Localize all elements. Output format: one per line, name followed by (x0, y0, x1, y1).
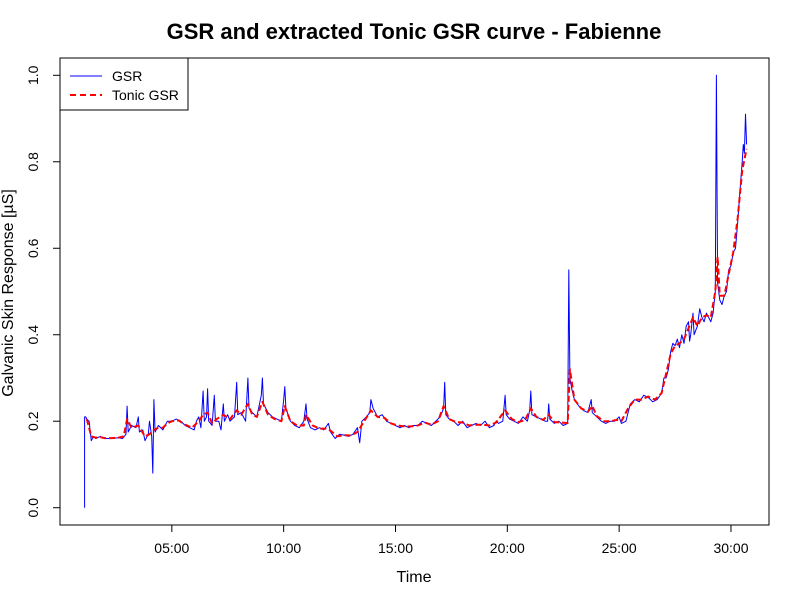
legend-box (59, 57, 189, 111)
x-tick-label-3: 20:00 (490, 540, 525, 556)
x-tick-label-0: 05:00 (154, 540, 189, 556)
plot-area (84, 74, 748, 508)
legend-label-tonic: Tonic GSR (112, 87, 179, 103)
plot-frame (59, 57, 770, 526)
y-tick-label-4: 0.8 (25, 152, 41, 172)
legend: GSR Tonic GSR (59, 57, 189, 111)
y-axis: 0.0 0.2 0.4 0.6 0.8 1.0 (25, 65, 60, 517)
x-tick-label-4: 25:00 (602, 540, 637, 556)
legend-label-gsr: GSR (112, 68, 142, 84)
chart-title: GSR and extracted Tonic GSR curve - Fabi… (167, 19, 662, 44)
y-tick-label-1: 0.2 (25, 411, 41, 431)
series-line-tonic-gsr (85, 148, 748, 440)
x-tick-label-1: 10:00 (266, 540, 301, 556)
y-tick-label-0: 0.0 (25, 498, 41, 518)
x-tick-label-2: 15:00 (378, 540, 413, 556)
x-tick-label-5: 30:00 (713, 540, 748, 556)
x-axis: 05:00 10:00 15:00 20:00 25:00 30:00 (154, 525, 749, 556)
y-tick-label-3: 0.6 (25, 238, 41, 258)
y-axis-label: Galvanic Skin Response [µS] (0, 189, 17, 397)
y-tick-label-2: 0.4 (25, 325, 41, 345)
y-tick-label-5: 1.0 (25, 65, 41, 85)
x-axis-label: Time (397, 569, 432, 586)
